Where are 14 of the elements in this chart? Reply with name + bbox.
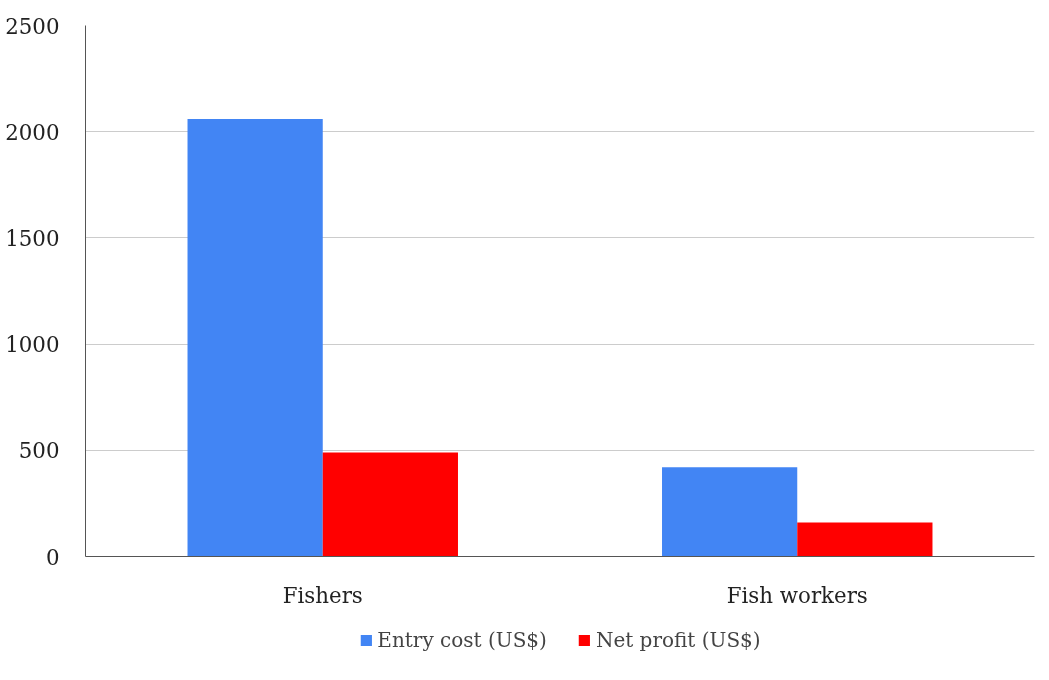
x-tick-label: Fish workers bbox=[726, 582, 868, 608]
y-tick-label: 0 bbox=[45, 544, 60, 570]
y-tick-label: 2500 bbox=[5, 13, 60, 39]
y-tick-label: 2000 bbox=[5, 119, 60, 145]
bar bbox=[322, 452, 458, 557]
bar bbox=[662, 467, 798, 557]
y-tick-label: 1000 bbox=[5, 332, 60, 358]
x-tick-label: Fishers bbox=[282, 582, 363, 608]
legend-label: Entry cost (US$) bbox=[377, 628, 547, 652]
y-tick-label: 500 bbox=[18, 438, 60, 464]
y-tick-label: 1500 bbox=[5, 225, 60, 251]
legend-label: Net profit (US$) bbox=[595, 628, 761, 652]
bar bbox=[797, 522, 933, 557]
bar bbox=[187, 118, 323, 557]
